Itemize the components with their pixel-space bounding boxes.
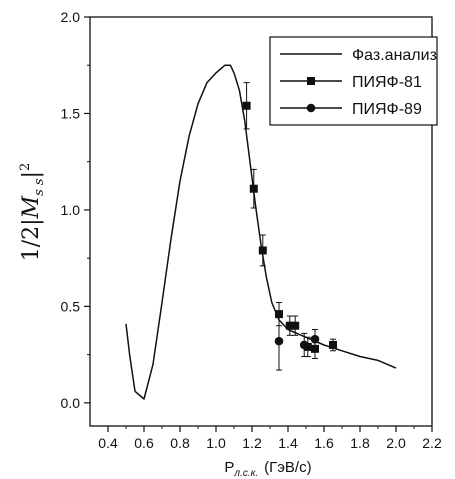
y-axis-title-symbol: M [19, 195, 44, 219]
legend-label: ПИЯФ-81 [352, 74, 422, 91]
plot-border [89, 16, 433, 427]
x-tick-label: 0.6 [134, 435, 154, 451]
data-point-circle [274, 336, 284, 346]
data-point-circle [310, 334, 320, 344]
legend: Фаз.анализ ПИЯФ-81 ПИЯФ-89 [269, 36, 438, 126]
legend-marker-square [307, 77, 315, 85]
y-tick-label: 0.0 [61, 395, 81, 411]
y-axis-title-prefix: 1/2| [19, 218, 44, 261]
x-tick-label: 1.0 [206, 435, 226, 451]
x-axis: 0.4 0.6 0.8 1.0 1.2 1.4 1.6 1.8 2.0 2.2 [98, 426, 442, 451]
x-tick-label: 2.0 [386, 435, 406, 451]
x-tick-label: 0.4 [98, 435, 118, 451]
data-point-square [258, 246, 267, 255]
x-axis-title-subscript: л.с.к. [233, 468, 258, 479]
data-point-circle [299, 340, 309, 350]
y-axis-title-subscript: s s [32, 178, 47, 196]
y-tick-label: 1.5 [61, 105, 81, 121]
data-point-square [291, 321, 300, 330]
x-axis-title: Pл.с.к. (ГэВ/с) [224, 459, 311, 479]
y-tick-label: 2.0 [61, 9, 81, 25]
legend-item: Фаз.анализ [280, 47, 437, 64]
plot-frame [89, 16, 433, 427]
y-tick-label: 0.5 [61, 298, 81, 314]
y-axis-title-superscript: 2 [18, 163, 33, 171]
x-tick-label: 1.4 [278, 435, 298, 451]
x-tick-label: 2.2 [422, 435, 442, 451]
data-point-square [242, 101, 251, 110]
legend-item: ПИЯФ-81 [280, 74, 422, 91]
data-point-square [285, 321, 294, 330]
y-axis-title: 1/2|Ms s|2 [18, 163, 47, 262]
series-layer [125, 64, 397, 400]
legend-item: ПИЯФ-89 [280, 101, 422, 118]
x-tick-label: 1.6 [314, 435, 334, 451]
x-tick-label: 1.2 [242, 435, 262, 451]
data-point-square [329, 340, 337, 349]
x-axis-title-unit: (ГэВ/с) [264, 459, 311, 476]
y-axis: 0.0 0.5 1.0 1.5 2.0 [61, 9, 90, 411]
x-tick-label: 1.8 [350, 435, 370, 451]
data-point-square [249, 184, 258, 193]
y-tick-label: 1.0 [61, 202, 81, 218]
y-axis-title-suffix: | [19, 171, 44, 178]
legend-label: ПИЯФ-89 [352, 101, 422, 118]
x-axis-title-base: P [224, 459, 234, 476]
x-tick-label: 0.8 [170, 435, 190, 451]
legend-label: Фаз.анализ [352, 47, 437, 64]
legend-marker-circle [306, 103, 316, 113]
series-3 [274, 311, 320, 371]
